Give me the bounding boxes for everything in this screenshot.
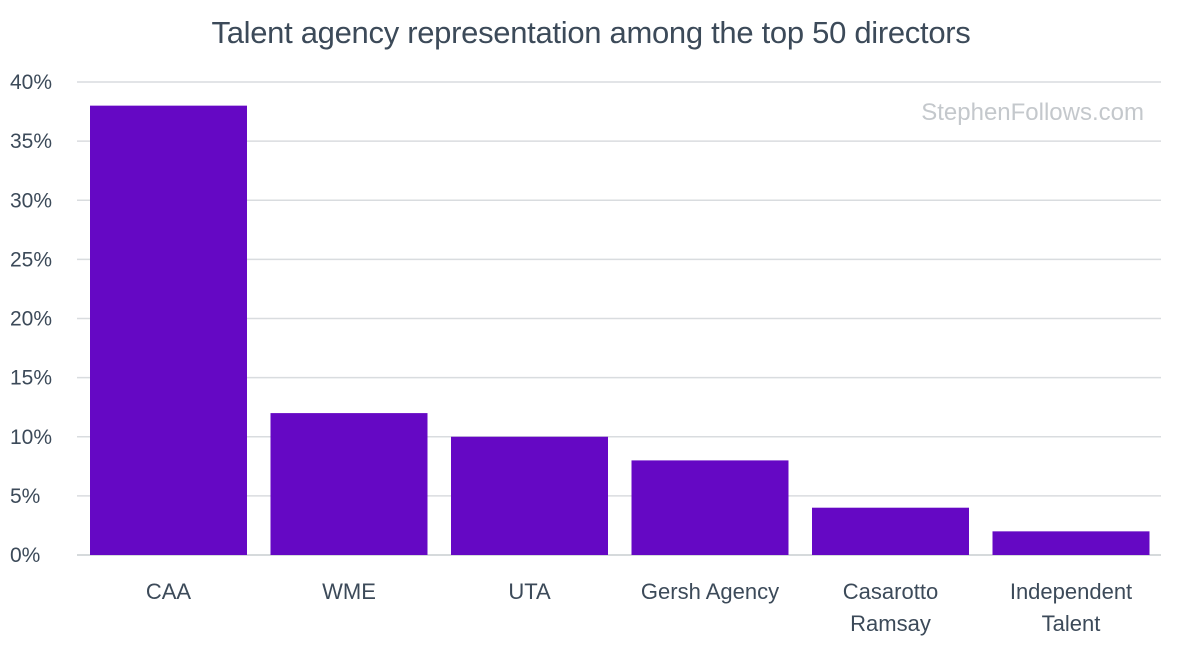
bars: [90, 105, 1150, 556]
y-tick-label: 5%: [10, 485, 40, 508]
y-tick-label: 0%: [10, 544, 40, 567]
y-tick-label: 20%: [10, 308, 52, 331]
bar: [90, 105, 247, 556]
y-tick-label: 40%: [10, 71, 52, 94]
y-tick-label: 30%: [10, 189, 52, 212]
bar: [451, 436, 608, 555]
bar: [992, 531, 1150, 555]
y-axis-tick-labels: 0% 5% 10% 15% 20% 25% 30% 35% 40%: [10, 71, 52, 567]
y-tick-label: 10%: [10, 426, 52, 449]
gridlines: [77, 81, 1161, 556]
watermark: StephenFollows.com: [921, 99, 1144, 126]
chart-title: Talent agency representation among the t…: [212, 15, 971, 50]
y-tick-label: 35%: [10, 130, 52, 153]
x-tick-label: Independent Talent: [1010, 579, 1132, 636]
x-tick-label: CAA: [146, 579, 192, 604]
y-tick-label: 25%: [10, 248, 52, 271]
bar: [812, 507, 969, 555]
x-axis-category-labels: CAA WME UTA Gersh Agency Casarotto Ramsay Inde…: [146, 579, 1132, 636]
bar: [631, 460, 789, 555]
x-tick-label: UTA: [508, 579, 551, 604]
x-tick-label: Gersh Agency: [641, 579, 779, 604]
bar: [270, 413, 428, 555]
x-tick-label: Casarotto Ramsay: [843, 579, 938, 636]
x-tick-label: WME: [322, 579, 376, 604]
y-tick-label: 15%: [10, 367, 52, 390]
